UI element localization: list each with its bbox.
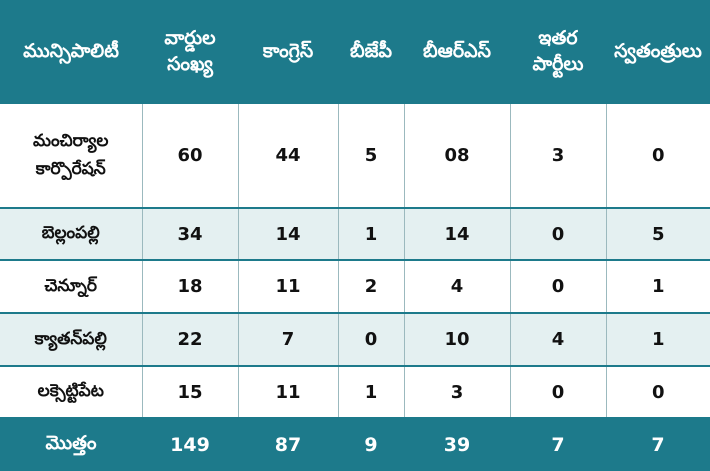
municipality-name-line2: కార్పొరేషన్	[35, 158, 106, 179]
header-congress: కాంగ్రెస్	[238, 0, 338, 104]
header-others: ఇతర పార్టీలు	[510, 0, 606, 104]
municipality-name: చెన్నూర్	[0, 260, 143, 313]
brs-cell: 4	[404, 260, 511, 313]
total-others: 7	[510, 418, 606, 471]
table-row: చెన్నూర్ 18 11 2 4 0 1	[0, 260, 710, 313]
wards-cell: 22	[142, 313, 239, 366]
municipality-name-line1: మంచిర్యాల	[33, 131, 109, 152]
independents-cell: 5	[651, 223, 665, 245]
congress-cell: 7	[238, 313, 339, 366]
municipality-name: బెల్లంపల్లి	[0, 208, 143, 260]
others-cell: 4	[510, 313, 607, 366]
others-cell: 3	[510, 104, 607, 208]
independents-cell: 1	[651, 329, 665, 350]
total-congress: 87	[238, 418, 338, 471]
table-row: క్యాతన్‌పల్లి 22 7 0 10 4 1	[0, 313, 710, 366]
brs-cell: 10	[404, 313, 511, 366]
table-row: బెల్లంపల్లి 34 14 1 14 0 5	[0, 208, 710, 260]
independents-cell: 0	[651, 145, 665, 166]
total-wards: 149	[142, 418, 238, 471]
table-row: లక్సెట్టిపేట 15 11 1 3 0 0	[0, 366, 710, 418]
independents-cell: 0	[651, 381, 665, 403]
bjp-cell: 0	[338, 313, 405, 366]
total-bjp: 9	[338, 418, 404, 471]
total-brs: 39	[404, 418, 510, 471]
total-row: మొత్తం 149 87 9 39 7 7	[0, 418, 710, 471]
header-wards-line1: వార్డుల	[164, 27, 216, 50]
header-wards: వార్డుల సంఖ్య	[142, 0, 238, 104]
header-municipality: మున్సిపాలిటీ	[0, 0, 142, 104]
header-independents: స్వతంత్రులు	[606, 0, 710, 104]
brs-cell: 14	[404, 208, 511, 260]
bjp-cell: 2	[338, 260, 405, 313]
header-others-line1: ఇతర	[538, 27, 578, 50]
municipality-name: లక్సెట్టిపేట	[0, 366, 143, 418]
header-brs: బీఆర్ఎస్	[404, 0, 510, 104]
bjp-cell: 1	[338, 208, 405, 260]
header-wards-line2: సంఖ్య	[167, 53, 213, 75]
total-label: మొత్తం	[0, 418, 142, 471]
brs-cell: 08	[404, 104, 511, 208]
bjp-cell: 5	[338, 104, 405, 208]
total-independents: 7	[606, 418, 710, 471]
wards-cell: 18	[142, 260, 239, 313]
others-cell: 0	[510, 208, 607, 260]
header-bjp: బీజేపీ	[338, 0, 404, 104]
congress-cell: 11	[238, 260, 339, 313]
congress-cell: 14	[238, 208, 339, 260]
header-row: మున్సిపాలిటీ వార్డుల సంఖ్య కాంగ్రెస్ బీజ…	[0, 0, 710, 104]
table-row: మంచిర్యాల కార్పొరేషన్ 60 44 5 08 3 0	[0, 104, 710, 208]
wards-cell: 34	[142, 208, 239, 260]
header-others-line2: పార్టీలు	[532, 53, 584, 75]
wards-cell: 60	[142, 104, 239, 208]
others-cell: 0	[510, 260, 607, 313]
bjp-cell: 1	[338, 366, 405, 418]
congress-cell: 11	[238, 366, 339, 418]
municipality-name: మంచిర్యాల కార్పొరేషన్	[0, 104, 143, 208]
congress-cell: 44	[238, 104, 339, 208]
wards-cell: 15	[142, 366, 239, 418]
independents-cell: 1	[651, 276, 665, 297]
brs-cell: 3	[404, 366, 511, 418]
municipality-name: క్యాతన్‌పల్లి	[0, 313, 143, 366]
others-cell: 0	[510, 366, 607, 418]
